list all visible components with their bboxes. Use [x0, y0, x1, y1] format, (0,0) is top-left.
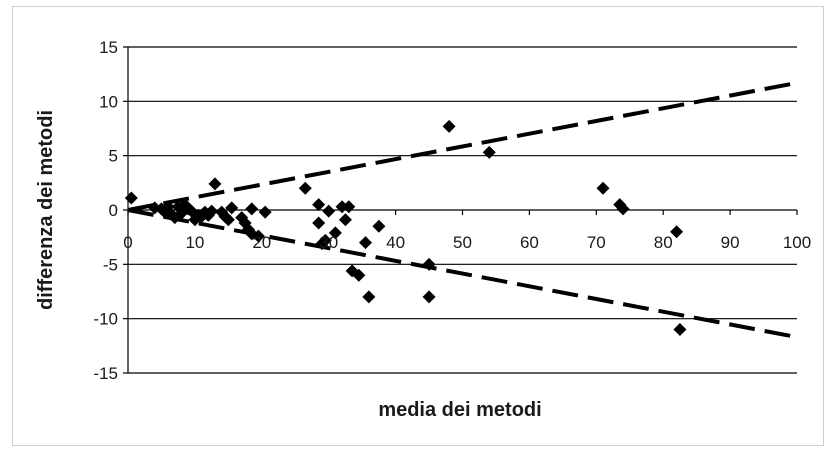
data-point — [442, 119, 456, 133]
data-point — [251, 229, 265, 243]
data-point — [124, 191, 138, 205]
data-point — [312, 198, 326, 212]
reference-lines — [127, 80, 798, 340]
x-tick-label: 90 — [721, 233, 740, 252]
y-tick-label: -15 — [93, 364, 118, 383]
data-point — [422, 290, 436, 304]
x-tick-label: 40 — [386, 233, 405, 252]
y-axis-title: differenza dei metodi — [35, 110, 57, 310]
data-point — [312, 216, 326, 230]
x-tick-label: 100 — [783, 233, 811, 252]
y-tick-label: 0 — [109, 201, 118, 220]
data-point — [372, 219, 386, 233]
data-point — [358, 236, 372, 250]
x-tick-label: 70 — [587, 233, 606, 252]
y-tick-label: -10 — [93, 310, 118, 329]
data-point — [338, 213, 352, 227]
dashed-limit-line — [127, 80, 798, 212]
data-point — [245, 227, 259, 241]
data-point — [225, 201, 239, 215]
data-points — [124, 119, 687, 337]
data-point — [352, 268, 366, 282]
data-point — [673, 323, 687, 337]
data-point — [328, 226, 342, 240]
y-tick-label: -5 — [103, 255, 118, 274]
data-point — [245, 202, 259, 216]
y-tick-label: 15 — [99, 38, 118, 57]
x-tick-label: 10 — [185, 233, 204, 252]
data-point — [422, 257, 436, 271]
y-tick-label: 10 — [99, 92, 118, 111]
data-point — [482, 145, 496, 159]
dashed-limit-line — [127, 208, 798, 340]
data-point — [596, 181, 610, 195]
x-tick-label: 20 — [252, 233, 271, 252]
data-point — [298, 181, 312, 195]
y-tick-label: 5 — [109, 147, 118, 166]
data-point — [221, 213, 235, 227]
data-point — [208, 177, 222, 191]
data-point — [258, 205, 272, 219]
x-axis-title: media dei metodi — [378, 399, 541, 421]
data-point — [322, 204, 336, 218]
data-point — [318, 233, 332, 247]
x-tick-label: 30 — [319, 233, 338, 252]
x-tick-label: 0 — [123, 233, 132, 252]
data-point — [616, 202, 630, 216]
data-point — [342, 200, 356, 214]
data-point — [362, 290, 376, 304]
x-tick-label: 50 — [453, 233, 472, 252]
x-tick-label: 80 — [654, 233, 673, 252]
x-tick-label: 60 — [520, 233, 539, 252]
data-point — [335, 200, 349, 214]
data-point — [205, 204, 219, 218]
data-point — [670, 225, 684, 239]
grid-lines — [128, 46, 797, 374]
